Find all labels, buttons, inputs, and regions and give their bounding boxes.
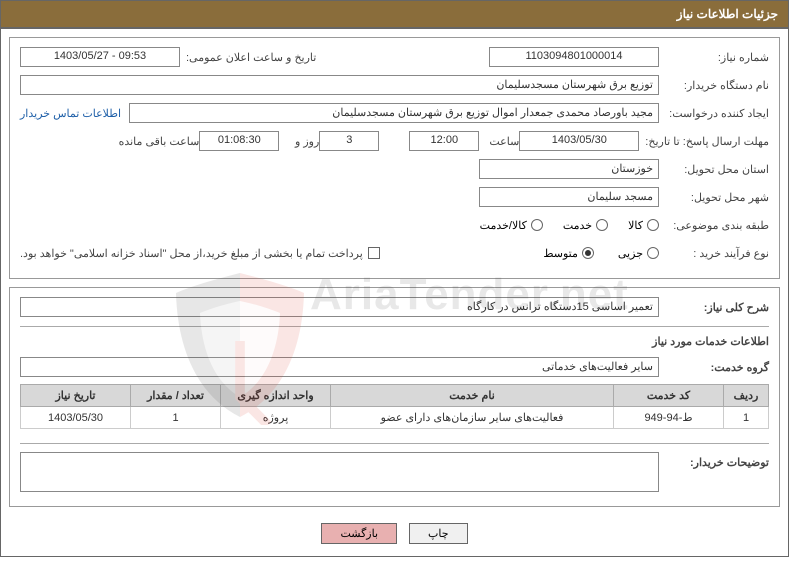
back-button[interactable]: بازگشت (321, 523, 397, 544)
th-row: ردیف (724, 385, 769, 407)
deadline-date-field: 1403/05/30 (519, 131, 639, 151)
service-group-field: سایر فعالیت‌های خدماتی (20, 357, 659, 377)
page-title-bar: جزئیات اطلاعات نیاز (0, 0, 789, 28)
class-both-radio[interactable]: کالا/خدمت (480, 219, 543, 232)
service-group-label: گروه خدمت: (659, 361, 769, 374)
button-row: چاپ بازگشت (9, 515, 780, 548)
requester-field: مجید باورصاد محمدی جمعدار اموال توزیع بر… (129, 103, 659, 123)
city-field: مسجد سلیمان (479, 187, 659, 207)
radio-icon (647, 247, 659, 259)
class-label: طبقه بندی موضوعی: (659, 219, 769, 232)
city-label: شهر محل تحویل: (659, 191, 769, 204)
buyer-notes-label: توضیحات خریدار: (659, 452, 769, 469)
proc-label: نوع فرآیند خرید : (659, 247, 769, 260)
proc-radio-group: جزیی متوسط (543, 247, 659, 260)
requester-label: ایجاد کننده درخواست: (659, 107, 769, 120)
buyer-contact-link[interactable]: اطلاعات تماس خریدار (20, 107, 121, 120)
cell-qty: 1 (131, 407, 221, 429)
need-desc-field: تعمیر اساسی 15دستگاه ترانس در کارگاه (20, 297, 659, 317)
announce-label: تاریخ و ساعت اعلان عمومی: (180, 51, 316, 64)
class-goods-radio[interactable]: کالا (628, 219, 659, 232)
remain-time-field: 01:08:30 (199, 131, 279, 151)
services-table: ردیف کد خدمت نام خدمت واحد اندازه گیری ت… (20, 384, 769, 429)
th-code: کد خدمت (614, 385, 724, 407)
cell-date: 1403/05/30 (21, 407, 131, 429)
radio-icon (531, 219, 543, 231)
print-button[interactable]: چاپ (409, 523, 468, 544)
buyer-org-field: توزیع برق شهرستان مسجدسلیمان (20, 75, 659, 95)
buyer-org-label: نام دستگاه خریدار: (659, 79, 769, 92)
need-no-field: 1103094801000014 (489, 47, 659, 67)
detail-fieldset: شرح کلی نیاز: تعمیر اساسی 15دستگاه ترانس… (9, 287, 780, 507)
checkbox-icon[interactable] (368, 247, 380, 259)
cell-unit: پروژه (221, 407, 331, 429)
th-unit: واحد اندازه گیری (221, 385, 331, 407)
cell-row: 1 (724, 407, 769, 429)
class-service-radio[interactable]: خدمت (563, 219, 608, 232)
deadline-time-field: 12:00 (409, 131, 479, 151)
class-radio-group: کالا خدمت کالا/خدمت (480, 219, 659, 232)
service-info-title: اطلاعات خدمات مورد نیاز (20, 335, 769, 348)
cell-code: ط-94-949 (614, 407, 724, 429)
th-name: نام خدمت (331, 385, 614, 407)
need-desc-label: شرح کلی نیاز: (659, 301, 769, 314)
th-qty: تعداد / مقدار (131, 385, 221, 407)
table-row: 1 ط-94-949 فعالیت‌های سایر سازمان‌های دا… (21, 407, 769, 429)
payment-note: پرداخت تمام یا بخشی از مبلغ خرید،از محل … (20, 247, 380, 260)
main-panel: شماره نیاز: 1103094801000014 تاریخ و ساع… (0, 28, 789, 557)
radio-checked-icon (582, 247, 594, 259)
proc-medium-radio[interactable]: متوسط (543, 247, 594, 260)
announce-field: 1403/05/27 - 09:53 (20, 47, 180, 67)
proc-small-radio[interactable]: جزیی (618, 247, 659, 260)
deadline-label: مهلت ارسال پاسخ: تا تاریخ: (639, 135, 769, 148)
province-label: استان محل تحویل: (659, 163, 769, 176)
time-label: ساعت (479, 135, 519, 148)
province-field: خوزستان (479, 159, 659, 179)
days-label: روز و (279, 135, 319, 148)
th-date: تاریخ نیاز (21, 385, 131, 407)
days-field: 3 (319, 131, 379, 151)
radio-icon (647, 219, 659, 231)
need-no-label: شماره نیاز: (659, 51, 769, 64)
radio-icon (596, 219, 608, 231)
cell-name: فعالیت‌های سایر سازمان‌های دارای عضو (331, 407, 614, 429)
header-fieldset: شماره نیاز: 1103094801000014 تاریخ و ساع… (9, 37, 780, 279)
remain-label: ساعت باقی مانده (113, 135, 200, 148)
buyer-notes-field (20, 452, 659, 492)
